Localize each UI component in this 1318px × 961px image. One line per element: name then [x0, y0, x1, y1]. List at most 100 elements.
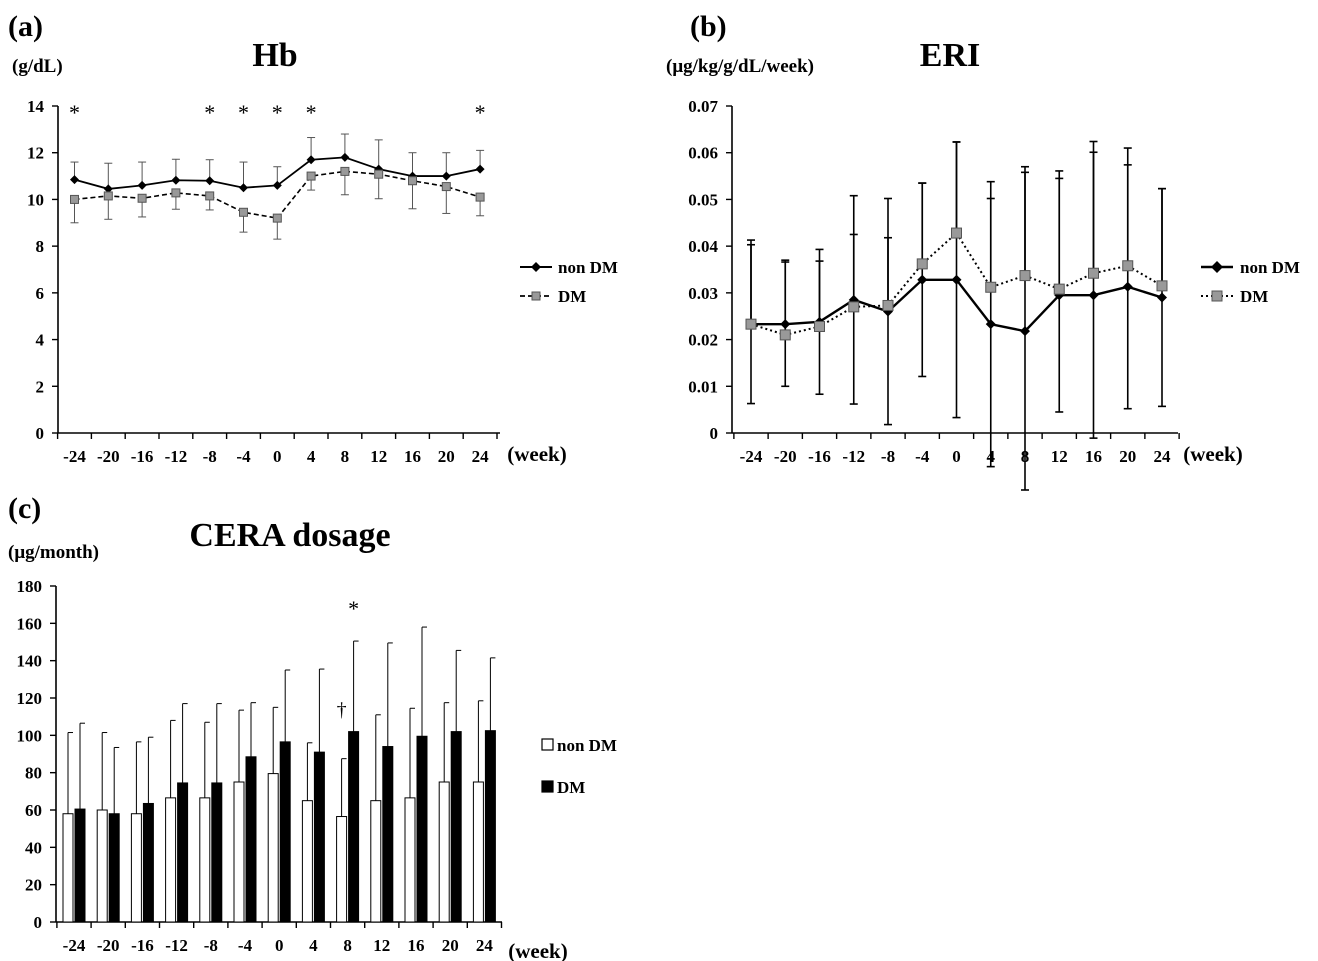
x-tick-label: -20	[97, 936, 120, 955]
significance-star: *	[69, 100, 80, 125]
legend-label-non-dm: non DM	[557, 736, 617, 755]
data-point-non-dm	[205, 176, 215, 186]
y-tick-label: 14	[27, 97, 45, 116]
significance-star: *	[238, 100, 249, 125]
data-point-dm	[70, 194, 79, 204]
data-point-non-dm	[951, 274, 962, 285]
series-markers	[70, 152, 485, 223]
bar-dm	[348, 731, 360, 923]
x-tick-label: -12	[165, 936, 188, 955]
bar-non-dm	[130, 813, 142, 923]
y-tick-label: 160	[17, 614, 43, 633]
chart-title-eri: ERI	[920, 37, 980, 74]
data-point-dm	[475, 192, 485, 202]
data-point-dm	[814, 320, 825, 332]
x-tick-label: 16	[1085, 447, 1102, 466]
data-point-non-dm	[441, 171, 451, 181]
bar-dm	[416, 735, 428, 923]
bars	[62, 730, 496, 923]
error-bars	[747, 140, 1166, 491]
data-point-dm	[374, 169, 384, 179]
y-tick-label: 140	[17, 652, 43, 671]
y-tick-label: 100	[17, 726, 43, 745]
y-tick-label: 0	[36, 424, 45, 443]
y-tick-label: 80	[25, 764, 42, 783]
y-tick-label: 0.01	[688, 377, 718, 396]
y-tick-label: 180	[17, 577, 43, 596]
bar-non-dm	[62, 813, 74, 923]
diamond-marker-icon	[1211, 261, 1223, 273]
x-tick-label: -8	[204, 936, 218, 955]
x-axis-unit-eri: (week)	[1183, 442, 1242, 466]
data-point-non-dm	[306, 155, 316, 165]
bar-non-dm	[370, 800, 382, 923]
data-point-dm	[340, 166, 350, 176]
x-tick-label: 16	[408, 936, 425, 955]
x-tick-label: -8	[203, 447, 217, 466]
data-point-dm	[745, 318, 757, 330]
legend-label-non-dm: non DM	[558, 258, 618, 277]
x-tick-label: 12	[370, 447, 387, 466]
data-point-dm	[1156, 280, 1168, 292]
panel-c-cera-dosage-chart: (c) CERA dosage (μg/month) (week) 020406…	[8, 492, 617, 961]
data-point-non-dm	[340, 152, 350, 162]
legend-label-dm: DM	[558, 287, 586, 306]
significance-star: *	[475, 100, 486, 125]
legend-swatch-non-dm	[541, 738, 554, 751]
x-tick-label: -20	[97, 447, 120, 466]
bar-dm	[279, 741, 291, 923]
x-tick-label: -12	[842, 447, 865, 466]
bar-non-dm	[267, 773, 279, 923]
x-tick-label: 24	[1154, 447, 1172, 466]
y-axis-unit-eri: (μg/kg/g/dL/week)	[666, 56, 814, 77]
data-point-dm	[103, 191, 113, 201]
square-marker-icon	[1211, 290, 1223, 302]
data-point-dm	[306, 171, 316, 181]
axes: 0 0.01 0.02 0.03 0.04 0.05 0.06 0.07 -24 -20 -16 -1…	[688, 97, 1180, 466]
x-tick-label: 20	[1119, 447, 1136, 466]
x-tick-label: 0	[952, 447, 961, 466]
x-tick-label: 8	[343, 936, 352, 955]
x-tick-label: 20	[438, 447, 455, 466]
y-tick-label: 40	[25, 838, 42, 857]
x-tick-label: 12	[373, 936, 390, 955]
bar-dm	[382, 746, 394, 923]
x-tick-label: -4	[915, 447, 930, 466]
error-bars	[67, 626, 496, 817]
x-tick-label: -16	[131, 936, 154, 955]
bar-dm	[450, 731, 462, 923]
data-point-dm	[1053, 283, 1065, 295]
y-tick-label: 0.02	[688, 331, 718, 350]
x-tick-label: -24	[63, 447, 86, 466]
data-point-non-dm	[70, 175, 79, 185]
y-tick-label: 4	[36, 331, 45, 350]
y-tick-label: 0.07	[688, 97, 718, 116]
bar-non-dm	[165, 797, 177, 923]
data-point-dm	[1122, 260, 1134, 272]
data-point-dm	[137, 193, 147, 203]
bar-non-dm	[472, 781, 484, 923]
x-tick-label: 4	[307, 447, 316, 466]
data-point-non-dm	[239, 183, 248, 193]
bar-dm	[211, 782, 223, 923]
y-tick-label: 0.04	[688, 237, 718, 256]
x-tick-label: -20	[774, 447, 797, 466]
x-tick-label: -24	[740, 447, 763, 466]
x-tick-label: 0	[275, 936, 284, 955]
data-point-dm	[239, 207, 248, 217]
x-tick-label: 4	[309, 936, 318, 955]
data-point-non-dm	[103, 184, 113, 194]
x-tick-label: -12	[165, 447, 188, 466]
legend-hb: non DM DM	[520, 258, 618, 306]
legend-swatch-dm	[541, 780, 554, 793]
legend-label-dm: DM	[1240, 287, 1268, 306]
bar-dm	[108, 813, 120, 923]
bar-dm	[74, 808, 86, 923]
y-tick-label: 0.05	[688, 190, 718, 209]
data-point-non-dm	[171, 175, 181, 185]
significance-markers: *†	[337, 596, 360, 721]
legend-eri: non DM DM	[1201, 258, 1300, 306]
x-tick-label: 16	[404, 447, 421, 466]
